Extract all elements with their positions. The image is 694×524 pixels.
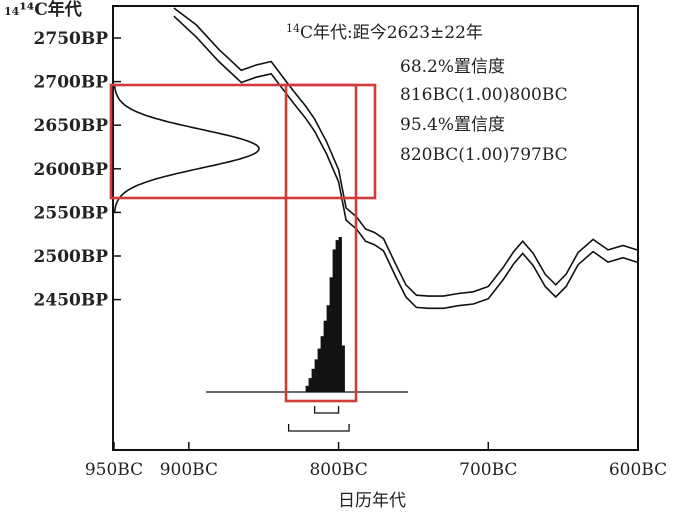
annotation-label: C年代 — [300, 23, 347, 43]
y-tick-label: 2650BP — [34, 116, 109, 136]
y-tick-label: 2450BP — [34, 291, 109, 311]
calibration-curve-upper — [173, 7, 638, 297]
x-tick-label: 700BC — [459, 460, 517, 480]
histogram-bar — [326, 305, 330, 392]
annotation-block: 14C年代:距今2623±22年 68.2%置信度 816BC(1.00)800… — [286, 22, 568, 165]
histogram-bar — [329, 277, 333, 392]
x-tick-label: 800BC — [309, 460, 367, 480]
x-tick-label: 600BC — [609, 460, 667, 480]
x-axis-title: 日历年代 — [338, 491, 406, 511]
y-axis-title: 14¹⁴C年代 — [4, 0, 82, 20]
histogram-bar — [317, 348, 321, 392]
histogram-bar — [305, 385, 309, 392]
highlight-box-vertical — [284, 83, 358, 403]
annotation-line-3: 95.4%置信度 — [400, 115, 505, 135]
measured-date-distribution — [113, 85, 260, 212]
range-bracket-68 — [313, 406, 340, 414]
annotation-sup: 14 — [286, 22, 300, 35]
annotation-line-4: 820BC(1.00)797BC — [400, 145, 568, 165]
y-tick-label: 2550BP — [34, 203, 109, 223]
calibration-curve-lower — [173, 15, 638, 310]
y-tick-label: 2600BP — [34, 160, 109, 180]
annotation-line-2: 816BC(1.00)800BC — [400, 85, 568, 105]
y-axis-title-sup: 14 — [4, 5, 20, 18]
histogram-bar — [314, 359, 318, 392]
histogram-bar — [308, 378, 312, 392]
histogram-bar — [332, 249, 336, 392]
y-axis-title-text: ¹⁴C年代 — [19, 0, 81, 20]
x-tick-label: 900BC — [160, 460, 218, 480]
y-tick-label: 2750BP — [34, 29, 109, 49]
y-tick-label: 2500BP — [34, 247, 109, 267]
plot-frame — [112, 5, 639, 451]
annotation-title: 14C年代:距今2623±22年 — [286, 22, 483, 43]
histogram-bar — [323, 320, 327, 392]
x-tick-label: 950BC — [85, 460, 143, 480]
range-bracket-95 — [287, 424, 350, 432]
histogram-bar — [338, 237, 342, 392]
annotation-value: :距今2623±22年 — [347, 23, 483, 43]
highlight-box-horizontal — [109, 83, 377, 200]
histogram-bar — [311, 368, 315, 393]
x-axis-ticks: 950BC 900BC 800BC 700BC 600BC — [85, 442, 667, 480]
y-tick-label: 2700BP — [34, 73, 109, 93]
histogram-bar — [335, 240, 339, 392]
histogram-bar — [320, 336, 324, 392]
calibrated-date-histogram — [305, 237, 345, 393]
y-axis-ticks: 2750BP 2700BP 2650BP 2600BP 2550BP 2500BP 2450… — [34, 29, 121, 311]
annotation-line-1: 68.2%置信度 — [400, 57, 505, 77]
histogram-bar — [341, 345, 345, 392]
